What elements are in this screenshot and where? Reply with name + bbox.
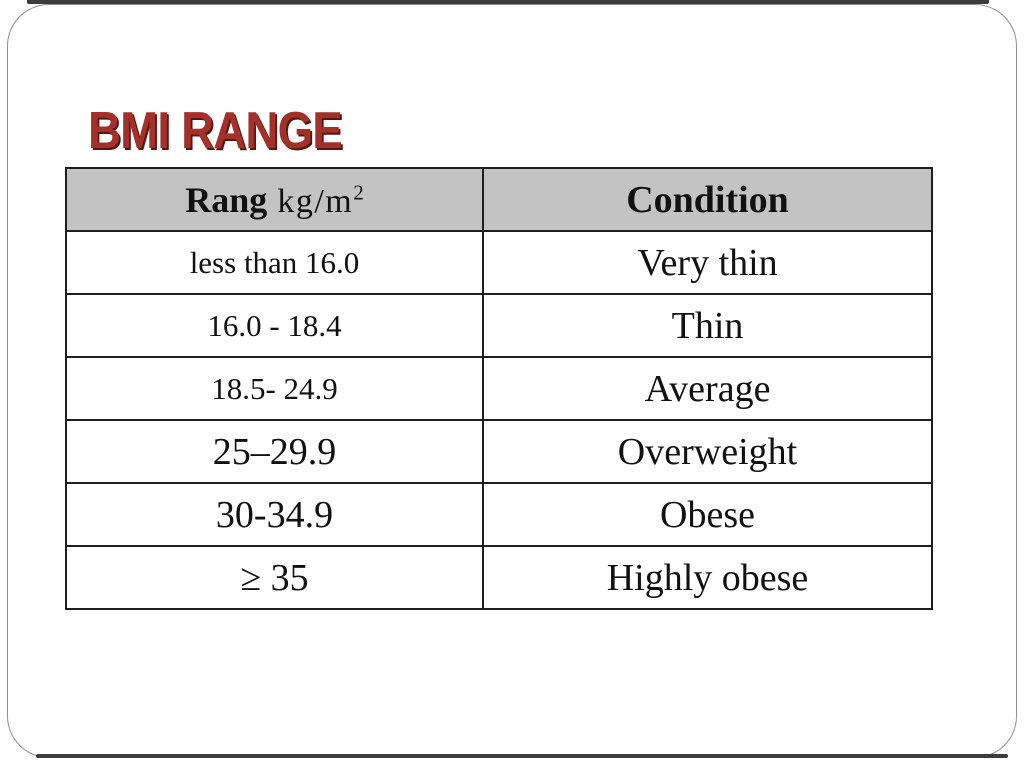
bottom-accent-bar — [36, 754, 1008, 758]
range-cell: 16.0 - 18.4 — [65, 293, 484, 358]
condition-cell: Very thin — [482, 230, 933, 295]
table-row: 25–29.9 Overweight — [65, 419, 933, 484]
bmi-range-table: Rang kg/m2 Condition less than 16.0 Very… — [65, 167, 933, 610]
condition-column-header: Condition — [482, 167, 933, 232]
range-cell: less than 16.0 — [65, 230, 484, 295]
range-cell: 18.5- 24.9 — [65, 356, 484, 421]
range-column-header: Rang kg/m2 — [65, 167, 484, 232]
table-row: 18.5- 24.9 Average — [65, 356, 933, 421]
condition-cell: Average — [482, 356, 933, 421]
top-accent-bar — [27, 0, 989, 4]
table-row: ≥ 35 Highly obese — [65, 545, 933, 610]
page-title: BMI RANGE — [88, 101, 343, 160]
range-header-unit-exponent: 2 — [353, 180, 364, 205]
table-row: less than 16.0 Very thin — [65, 230, 933, 295]
table-row: 30-34.9 Obese — [65, 482, 933, 547]
range-cell: 25–29.9 — [65, 419, 484, 484]
range-cell: 30-34.9 — [65, 482, 484, 547]
condition-cell: Overweight — [482, 419, 933, 484]
bmi-table-body: less than 16.0 Very thin 16.0 - 18.4 Thi… — [65, 230, 933, 610]
range-header-label: Rang — [185, 179, 268, 220]
condition-cell: Obese — [482, 482, 933, 547]
table-header-row: Rang kg/m2 Condition — [65, 167, 933, 232]
range-header-unit: kg/m — [267, 182, 354, 220]
table-row: 16.0 - 18.4 Thin — [65, 293, 933, 358]
condition-cell: Thin — [482, 293, 933, 358]
condition-cell: Highly obese — [482, 545, 933, 610]
range-cell: ≥ 35 — [65, 545, 484, 610]
